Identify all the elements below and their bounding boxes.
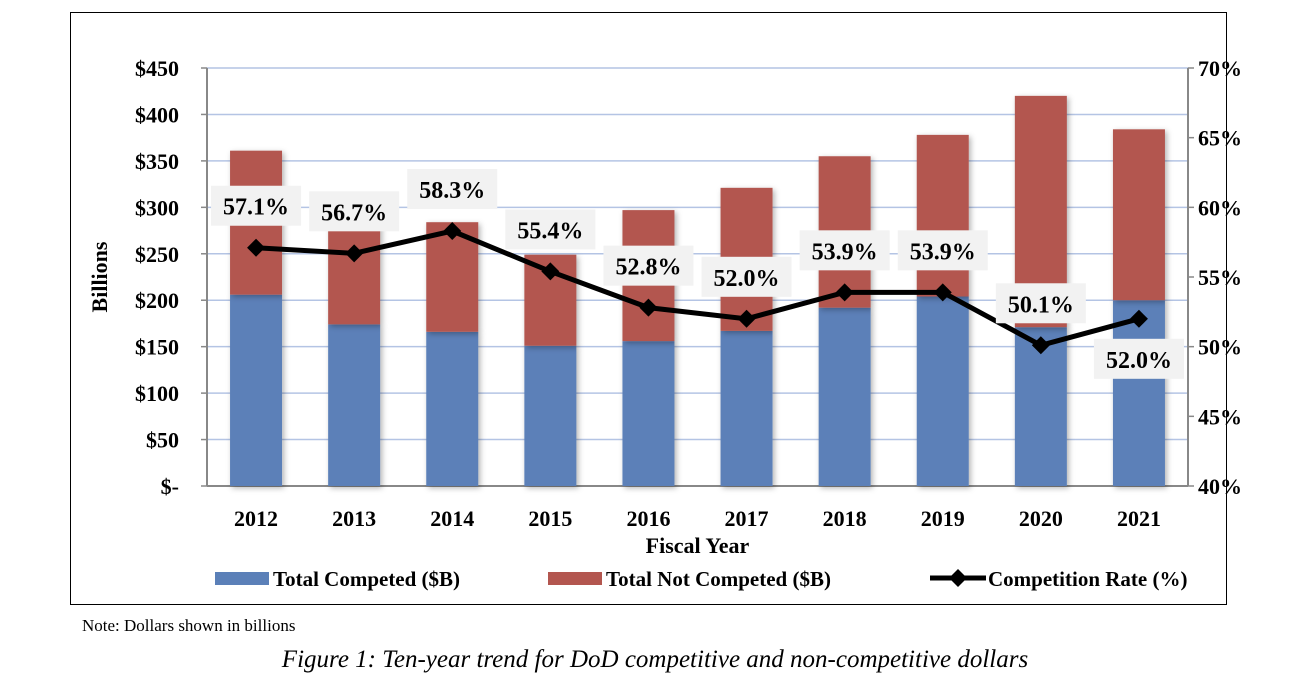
data-label: 52.0% [714, 266, 780, 292]
x-tick-label: 2021 [1117, 506, 1161, 531]
data-label-box [1093, 338, 1184, 379]
bar-total-competed-b- [916, 296, 969, 486]
y-tick-label: $300 [135, 195, 179, 220]
bar-total-competed-b- [426, 331, 479, 486]
data-point [639, 298, 658, 317]
data-label-box [799, 230, 890, 271]
data-label-box [995, 283, 1086, 324]
y2-tick-label: 40% [1198, 474, 1242, 499]
y-axis-title: Billions [87, 241, 112, 312]
y2-tick-label: 55% [1198, 265, 1242, 290]
bar-total-competed-b- [230, 294, 283, 486]
data-label-box [407, 169, 498, 210]
x-tick-label: 2016 [626, 506, 670, 531]
data-point [443, 222, 462, 241]
data-label: 57.1% [223, 195, 289, 221]
y-tick-label: $150 [135, 335, 179, 360]
x-tick-label: 2012 [234, 506, 278, 531]
bar-total-competed-b- [524, 345, 577, 486]
y-tick-label: $350 [135, 149, 179, 174]
data-label: 55.4% [517, 218, 583, 244]
bar-total-competed-b- [328, 324, 381, 486]
data-label-box [505, 209, 596, 250]
data-point [933, 283, 952, 302]
data-label: 52.0% [1106, 348, 1172, 374]
y2-tick-label: 50% [1198, 335, 1242, 360]
x-tick-label: 2014 [430, 506, 474, 531]
bar-total-competed-b- [1112, 300, 1165, 486]
competition-rate-line [255, 228, 1140, 348]
legend-label: Total Not Competed ($B) [606, 567, 831, 591]
data-label: 53.9% [910, 239, 976, 265]
x-tick-label: 2013 [332, 506, 376, 531]
y2-tick-label: 45% [1198, 404, 1242, 429]
data-point [737, 309, 756, 328]
data-label: 56.7% [321, 200, 387, 226]
data-label-box [603, 245, 694, 286]
y-tick-label: $200 [135, 288, 179, 313]
data-point [835, 283, 854, 302]
x-axis-title: Fiscal Year [646, 533, 750, 558]
legend-swatch [548, 572, 602, 585]
data-label: 58.3% [419, 178, 485, 204]
x-tick-label: 2017 [725, 506, 769, 531]
legend-label: Total Competed ($B) [273, 567, 460, 591]
data-label-box [309, 191, 400, 232]
y-tick-label: $50 [146, 428, 179, 453]
x-tick-label: 2018 [823, 506, 867, 531]
data-point [1129, 309, 1148, 328]
bar-total-competed-b- [720, 330, 773, 486]
figure-caption: Figure 1: Ten-year trend for DoD competi… [281, 646, 1029, 673]
y-tick-label: $250 [135, 242, 179, 267]
chart-frame [70, 12, 1227, 605]
data-point [247, 238, 266, 257]
bar-total-competed-b- [818, 307, 871, 486]
bar-total-competed-b- [622, 341, 675, 486]
data-label-box [701, 256, 792, 297]
legend-diamond-icon [949, 569, 967, 587]
y-tick-label: $400 [135, 102, 179, 127]
y2-tick-label: 60% [1198, 195, 1242, 220]
data-label: 52.8% [615, 255, 681, 281]
bar-total-not-competed-b- [916, 134, 969, 297]
y-tick-label: $450 [135, 56, 179, 81]
data-point [345, 244, 364, 263]
legend-label: Competition Rate (%) [988, 567, 1187, 591]
data-label: 50.1% [1008, 292, 1074, 318]
note: Note: Dollars shown in billions [82, 616, 296, 635]
data-label-box [897, 230, 988, 271]
x-tick-label: 2020 [1019, 506, 1063, 531]
y-tick-label: $100 [135, 381, 179, 406]
bar-total-not-competed-b- [1112, 129, 1165, 301]
y2-tick-label: 65% [1198, 126, 1242, 151]
legend-swatch [215, 572, 269, 585]
x-tick-label: 2019 [921, 506, 965, 531]
y2-tick-label: 70% [1198, 56, 1242, 81]
data-point [541, 262, 560, 281]
y-tick-label: $- [161, 474, 179, 499]
data-label: 53.9% [812, 239, 878, 265]
data-label-box [211, 185, 302, 226]
x-tick-label: 2015 [528, 506, 572, 531]
data-point [1031, 336, 1050, 355]
